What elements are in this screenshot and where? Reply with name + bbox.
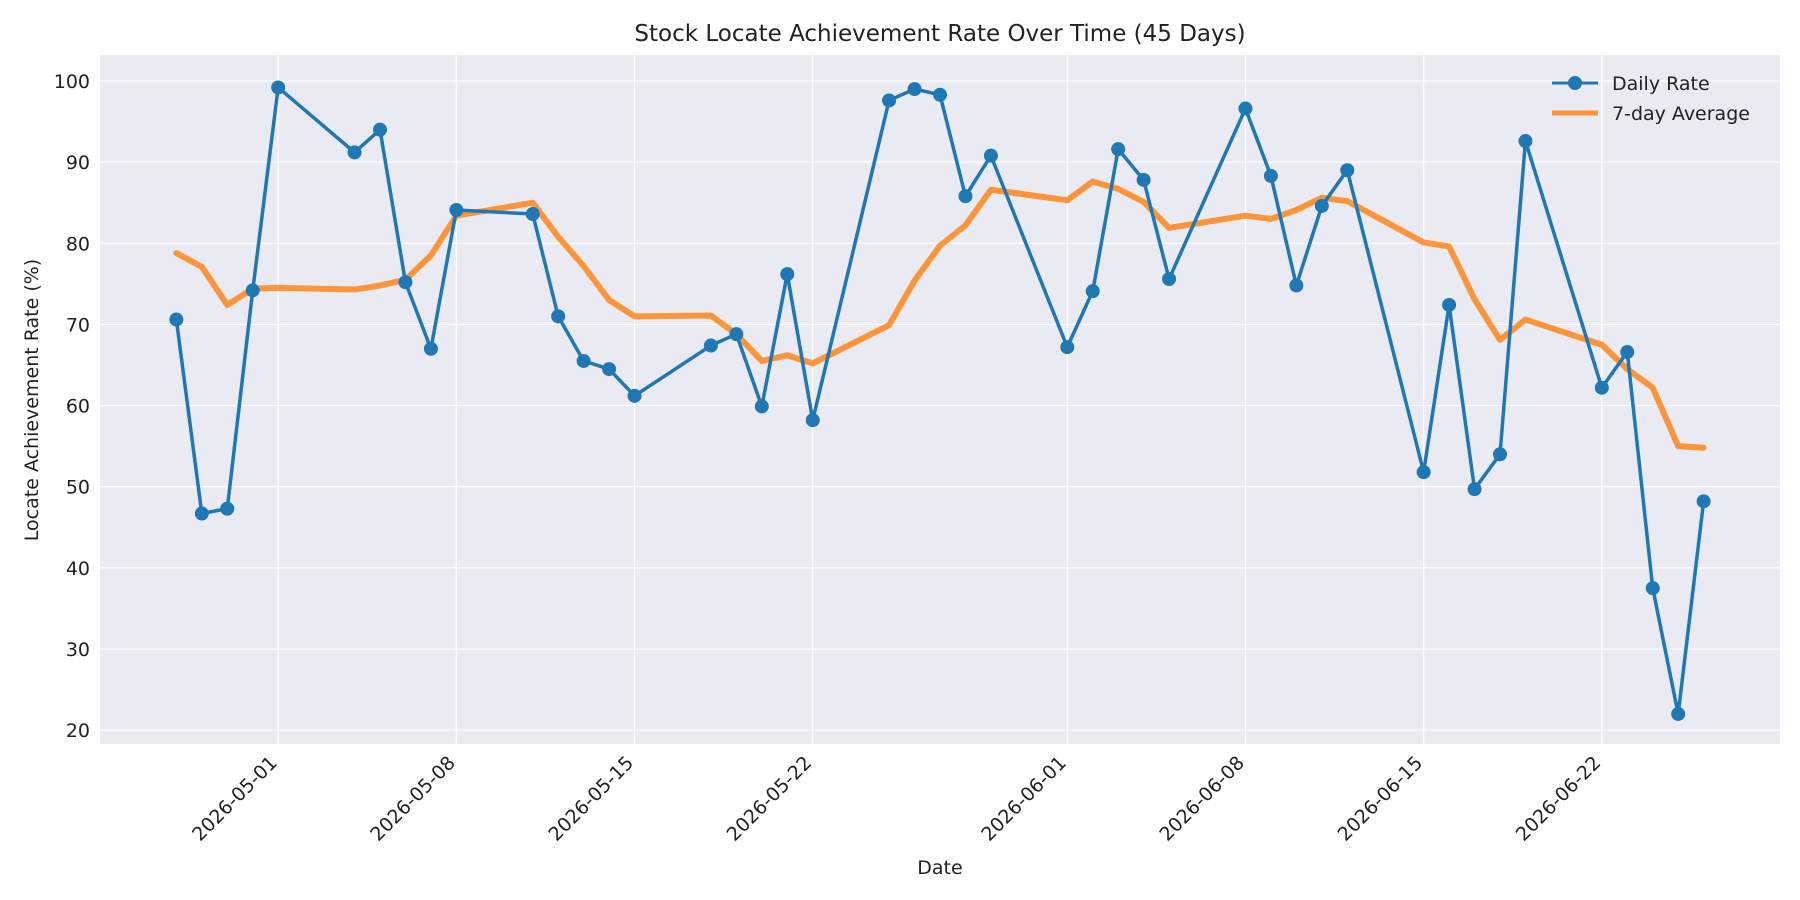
data-point xyxy=(1085,284,1100,299)
legend-label-7-day-average: 7-day Average xyxy=(1612,103,1750,125)
y-axis-label: Locate Achievement Rate (%) xyxy=(21,259,43,541)
data-point xyxy=(627,388,642,403)
data-point xyxy=(398,275,413,290)
x-tick-label: 2026-05-01 xyxy=(188,752,282,846)
x-axis-label: Date xyxy=(917,857,962,879)
data-point xyxy=(169,312,184,327)
legend-label-daily-rate: Daily Rate xyxy=(1612,73,1710,95)
data-point xyxy=(1136,172,1151,187)
y-tick-labels: 20 30 40 50 60 70 80 90 100 xyxy=(54,71,90,742)
data-point xyxy=(1467,482,1482,497)
data-point xyxy=(1493,447,1507,462)
y-tick-label: 80 xyxy=(66,233,90,255)
data-point xyxy=(1314,198,1329,213)
data-point xyxy=(525,207,540,222)
y-tick-label: 60 xyxy=(66,396,90,418)
data-point xyxy=(373,122,387,137)
data-point xyxy=(1671,706,1686,721)
data-point xyxy=(1442,297,1457,312)
y-tick-label: 100 xyxy=(54,71,90,93)
x-tick-label: 2026-06-15 xyxy=(1334,752,1428,846)
x-tick-label: 2026-06-01 xyxy=(977,752,1071,846)
data-point xyxy=(907,82,922,97)
chart-title: Stock Locate Achievement Rate Over Time … xyxy=(634,21,1245,47)
data-point xyxy=(729,327,744,342)
data-point xyxy=(1263,168,1278,183)
data-point xyxy=(194,506,209,521)
plot-background xyxy=(100,55,1780,744)
data-point xyxy=(551,309,566,324)
data-point xyxy=(1416,465,1431,480)
data-point xyxy=(1518,134,1533,149)
data-point xyxy=(983,148,998,163)
data-point xyxy=(1696,494,1711,509)
data-point xyxy=(780,267,795,282)
data-point xyxy=(1238,101,1253,116)
y-tick-label: 30 xyxy=(66,639,90,661)
data-point xyxy=(347,145,362,160)
data-point xyxy=(1620,345,1635,360)
y-tick-label: 50 xyxy=(66,477,90,499)
y-tick-label: 20 xyxy=(66,720,90,742)
data-point xyxy=(423,341,438,356)
y-tick-label: 90 xyxy=(66,152,90,174)
data-point xyxy=(1111,142,1126,157)
data-point xyxy=(245,283,260,298)
series-layer xyxy=(169,80,1711,721)
data-point xyxy=(703,338,718,353)
data-point xyxy=(220,501,235,516)
y-gridlines xyxy=(100,80,1780,731)
data-point xyxy=(1060,340,1075,355)
y-tick-label: 40 xyxy=(66,558,90,580)
y-tick-label: 70 xyxy=(66,314,90,336)
series-line-7-day-average xyxy=(173,178,1707,451)
data-point xyxy=(576,353,591,368)
x-gridlines xyxy=(277,55,1603,744)
data-point xyxy=(271,80,286,95)
data-point xyxy=(933,87,947,102)
data-point xyxy=(602,362,617,377)
data-point xyxy=(449,203,464,217)
data-point xyxy=(882,93,897,108)
legend: Daily Rate 7-day Average xyxy=(1552,73,1750,125)
data-point xyxy=(1594,380,1609,395)
x-tick-label: 2026-06-08 xyxy=(1155,752,1249,846)
x-tick-label: 2026-05-15 xyxy=(544,752,638,846)
data-point xyxy=(1645,581,1660,596)
x-tick-labels: 2026-05-01 2026-05-08 2026-05-15 2026-05-22… xyxy=(188,752,1605,846)
x-tick-label: 2026-05-22 xyxy=(723,752,817,846)
data-point xyxy=(1340,163,1355,178)
data-point xyxy=(754,399,769,414)
legend-marker-daily-rate xyxy=(1568,76,1582,90)
data-point xyxy=(1289,278,1304,293)
data-point xyxy=(958,189,973,204)
data-point xyxy=(1162,271,1177,286)
x-tick-label: 2026-05-08 xyxy=(366,752,460,846)
x-tick-label: 2026-06-22 xyxy=(1512,752,1606,846)
data-point xyxy=(805,413,820,428)
